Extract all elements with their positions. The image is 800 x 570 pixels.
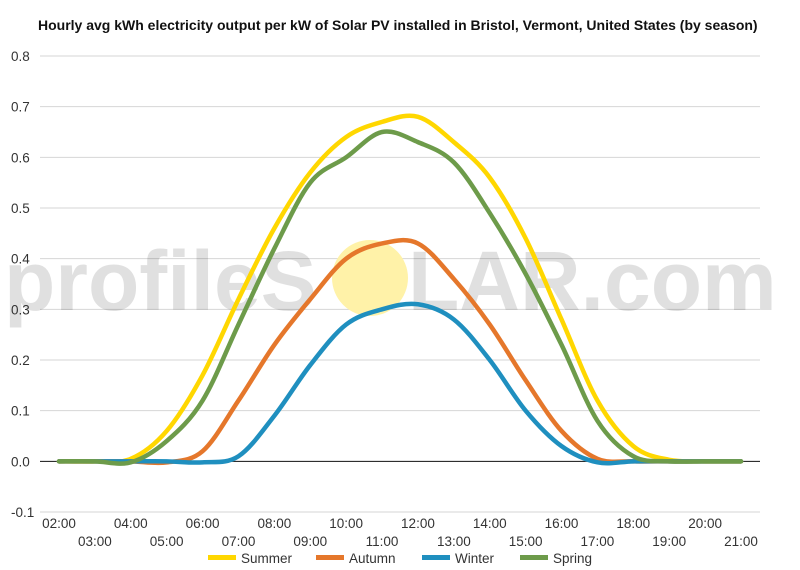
legend-label: Summer (241, 551, 293, 566)
y-tick-label: 0.7 (11, 100, 30, 115)
y-tick-label: 0.1 (11, 404, 30, 419)
x-tick-label: 07:00 (222, 534, 256, 549)
y-tick-label: 0.3 (11, 302, 30, 317)
x-tick-label: 03:00 (78, 534, 112, 549)
legend-swatch (520, 555, 548, 560)
x-tick-label: 21:00 (724, 534, 758, 549)
legend-label: Autumn (349, 551, 396, 566)
x-tick-label: 09:00 (293, 534, 327, 549)
x-tick-label: 10:00 (329, 516, 363, 531)
series-lines (56, 113, 744, 466)
y-tick-label: 0.2 (11, 353, 30, 368)
legend-item-summer[interactable]: Summer (208, 551, 293, 566)
watermark-sun-icon (332, 240, 408, 316)
y-tick-label: 0.5 (11, 201, 30, 216)
legend-label: Spring (553, 551, 592, 566)
x-tick-label: 04:00 (114, 516, 148, 531)
x-tick-label: 08:00 (257, 516, 291, 531)
x-tick-label: 14:00 (473, 516, 507, 531)
x-tick-label: 19:00 (652, 534, 686, 549)
legend-item-winter[interactable]: Winter (422, 551, 495, 566)
chart-title: Hourly avg kWh electricity output per kW… (38, 17, 758, 33)
series-line-winter (56, 301, 744, 466)
y-tick-label: 0.4 (11, 252, 30, 267)
axes: 0.8 0.7 0.6 0.5 0.4 0.3 0.2 0.1 0.0 -0.1 02:00 04:0… (11, 49, 760, 549)
x-tick-label: 02:00 (42, 516, 76, 531)
x-tick-label: 05:00 (150, 534, 184, 549)
x-tick-label: 17:00 (581, 534, 615, 549)
legend-swatch (422, 555, 450, 560)
y-tick-label: 0.6 (11, 150, 30, 165)
y-tick-label: 0.0 (11, 454, 30, 469)
watermark-text-right: LAR.com (408, 234, 777, 328)
legend-label: Winter (455, 551, 495, 566)
x-tick-label: 13:00 (437, 534, 471, 549)
legend-item-autumn[interactable]: Autumn (316, 551, 396, 566)
x-tick-label: 16:00 (545, 516, 579, 531)
y-tick-label: -0.1 (11, 505, 34, 520)
y-tick-label: 0.8 (11, 49, 30, 64)
x-tick-label: 06:00 (186, 516, 220, 531)
x-tick-label: 11:00 (366, 534, 399, 549)
x-tick-label: 20:00 (688, 516, 722, 531)
legend-swatch (316, 555, 344, 560)
x-tick-label: 12:00 (401, 516, 435, 531)
legend: Summer Autumn Winter Spring (208, 551, 592, 566)
x-tick-label: 18:00 (616, 516, 650, 531)
series-line-summer (56, 113, 744, 465)
x-tick-label: 15:00 (509, 534, 543, 549)
watermark-text-left: profileS (4, 234, 317, 328)
legend-swatch (208, 555, 236, 560)
legend-item-spring[interactable]: Spring (520, 551, 592, 566)
series-line-spring (56, 129, 744, 466)
watermark: profileS LAR.com (4, 234, 777, 328)
